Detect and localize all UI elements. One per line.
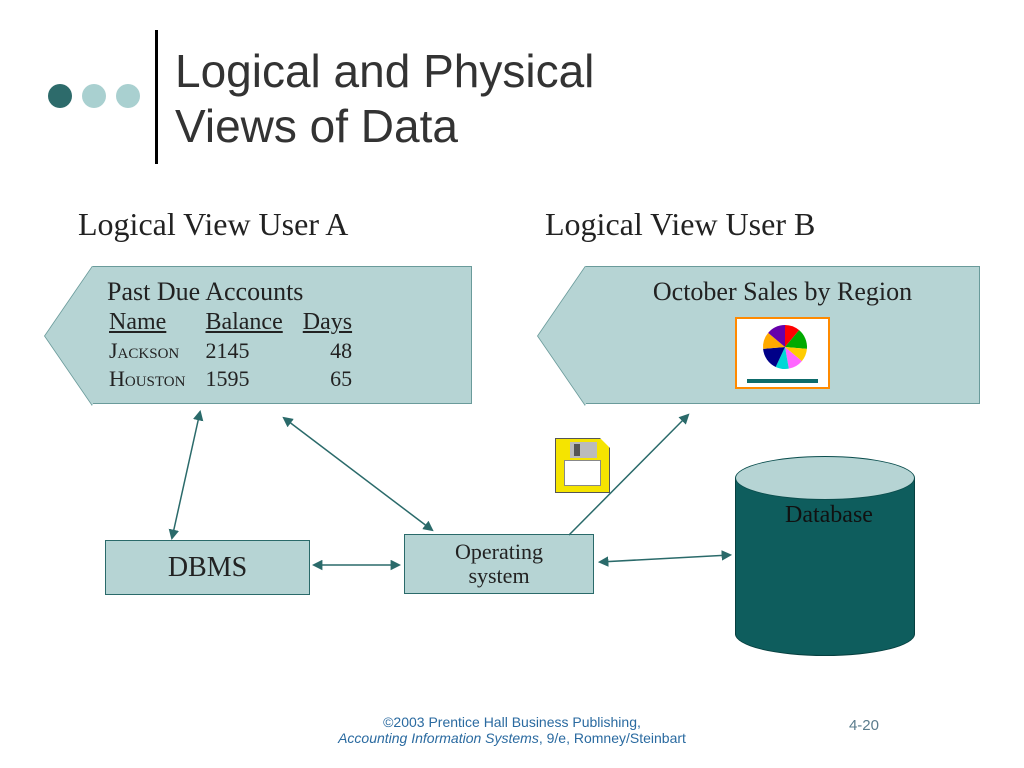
title-line: Views of Data (175, 100, 458, 152)
panel-a-body: Past Due Accounts Name Balance Days Jack… (93, 267, 471, 404)
panel-b-body: October Sales by Region (586, 267, 979, 389)
cell: Jackson (109, 338, 203, 364)
os-label-line: system (468, 563, 529, 588)
database-cylinder (735, 456, 915, 656)
floppy-icon (555, 438, 610, 493)
panel-b-title: October Sales by Region (586, 277, 979, 307)
bullet-dot (48, 84, 72, 108)
pie-chart-frame (735, 317, 830, 389)
cell: 2145 (205, 338, 300, 364)
panel-user-a: Past Due Accounts Name Balance Days Jack… (92, 266, 472, 404)
col-days: Days (303, 309, 352, 335)
panel-user-b: October Sales by Region (585, 266, 980, 404)
page-number: 4-20 (849, 717, 879, 734)
footer-line1: ©2003 Prentice Hall Business Publishing, (383, 714, 641, 730)
bullet-dot (82, 84, 106, 108)
pie-chart-icon (737, 319, 832, 379)
header-bullets (48, 84, 140, 108)
pie-underline (747, 379, 818, 383)
title-divider (155, 30, 158, 164)
dbms-label: DBMS (168, 552, 247, 584)
slide-title: Logical and Physical Views of Data (175, 44, 594, 154)
footer-line2-rest: , 9/e, Romney/Steinbart (539, 730, 686, 746)
database-label: Database (785, 502, 873, 529)
cell: 65 (303, 366, 370, 392)
footer-line2-italic: Accounting Information Systems (338, 730, 539, 746)
subheading-a: Logical View User A (78, 206, 348, 243)
dbms-box: DBMS (105, 540, 310, 595)
col-name: Name (109, 309, 166, 335)
subheading-b: Logical View User B (545, 206, 815, 243)
title-line: Logical and Physical (175, 45, 594, 97)
bullet-dot (116, 84, 140, 108)
cell: Houston (109, 366, 203, 392)
cell: 1595 (205, 366, 300, 392)
cell: 48 (303, 338, 370, 364)
os-box: Operating system (404, 534, 594, 594)
panel-a-header: Past Due Accounts (107, 277, 457, 307)
col-balance: Balance (205, 309, 282, 335)
os-label-line: Operating (455, 539, 543, 564)
panel-a-table: Name Balance Days Jackson 2145 48 Housto… (107, 307, 372, 394)
